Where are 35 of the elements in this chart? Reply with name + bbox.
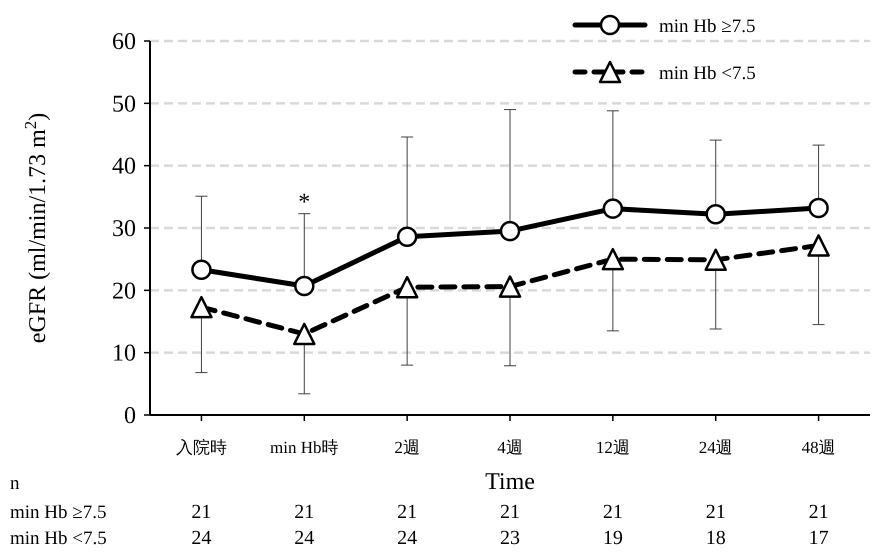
text: 21 xyxy=(191,501,212,523)
x-tick-label: 4週 xyxy=(497,438,523,457)
text: 19 xyxy=(602,527,623,549)
text: 24 xyxy=(191,527,212,549)
text: min Hb <7.5 xyxy=(10,528,107,549)
y-tick-label: 30 xyxy=(112,216,136,242)
x-tick-label: 2週 xyxy=(394,438,420,457)
text: 24 xyxy=(397,527,418,549)
text: 24 xyxy=(294,527,314,549)
legend-label: min Hb ≥7.5 xyxy=(659,16,756,37)
x-tick-label: 48週 xyxy=(802,438,836,457)
text: 18 xyxy=(706,527,726,549)
annotation: * xyxy=(298,190,310,216)
text: 21 xyxy=(602,501,623,523)
text: 23 xyxy=(500,527,520,549)
text: min Hb ≥7.5 xyxy=(10,502,106,523)
legend-label: min Hb <7.5 xyxy=(659,63,756,84)
y-tick-label: 0 xyxy=(124,403,136,429)
x-tick-label: 入院時 xyxy=(176,438,227,457)
y-tick-label: 40 xyxy=(112,154,136,180)
text: 21 xyxy=(294,501,314,523)
text: 21 xyxy=(500,501,520,523)
x-tick-label: 12週 xyxy=(596,438,630,457)
y-tick-label: 60 xyxy=(112,29,136,55)
y-tick-label: 10 xyxy=(112,340,136,367)
text: n xyxy=(10,473,20,494)
text: 21 xyxy=(397,501,418,523)
x-tick-label: min Hb時 xyxy=(270,438,339,457)
x-tick-label: 24週 xyxy=(698,438,733,457)
text: 17 xyxy=(808,527,829,549)
text: 21 xyxy=(808,501,829,523)
y-tick-label: 50 xyxy=(112,91,136,118)
x-axis-title: Time xyxy=(485,469,535,495)
text: 21 xyxy=(706,501,726,523)
y-tick-label: 20 xyxy=(112,278,136,304)
